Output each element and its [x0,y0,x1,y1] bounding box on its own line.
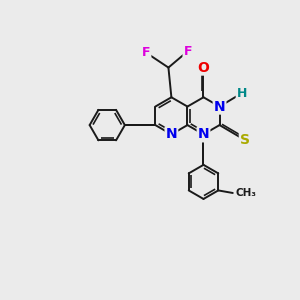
Text: H: H [237,87,247,100]
Text: F: F [184,45,192,58]
Text: S: S [240,133,250,147]
Text: O: O [198,61,209,75]
Text: N: N [166,128,177,141]
Text: N: N [198,128,209,141]
Text: F: F [142,46,150,59]
Text: CH₃: CH₃ [235,188,256,198]
Text: N: N [214,100,225,114]
